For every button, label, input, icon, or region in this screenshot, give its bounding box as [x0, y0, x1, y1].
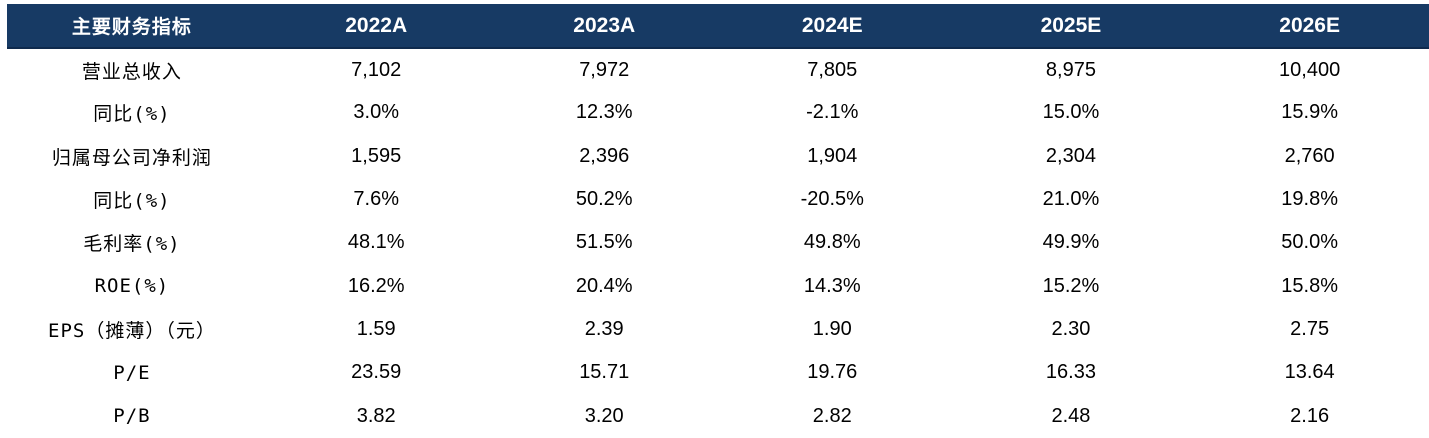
table-cell: 7.6% [353, 188, 399, 211]
row-label-eps: EPS（摊薄）（元） [48, 319, 216, 342]
table-cell: 15.0% [1042, 101, 1100, 124]
table-cell: 1,904 [807, 144, 858, 167]
table-cell: 2,304 [1045, 144, 1096, 167]
table-cell: 1,595 [351, 144, 402, 167]
table-row: 同比(%) 7.6% 50.2% -20.5% 21.0% 19.8% [7, 178, 1429, 221]
table-row: P/E 23.59 15.71 19.76 16.33 13.64 [7, 351, 1429, 394]
table-cell: 48.1% [347, 231, 405, 254]
financial-indicators-table: 主要财务指标 2022A 2023A 2024E 2025E 2026E 营业总… [7, 4, 1429, 438]
row-label-net-profit: 归属母公司净利润 [51, 146, 212, 169]
table-cell: 15.8% [1281, 274, 1338, 297]
table-cell: 3.0% [353, 101, 399, 124]
table-cell: 20.4% [575, 274, 633, 297]
table-header-row: 主要财务指标 2022A 2023A 2024E 2025E 2026E [7, 4, 1429, 49]
table-cell: 16.2% [347, 274, 405, 297]
table-cell: 15.71 [579, 361, 630, 384]
table-cell: 2.75 [1290, 317, 1330, 340]
header-indicator-label: 主要财务指标 [7, 4, 257, 49]
table-cell: 2.48 [1051, 404, 1091, 427]
table-cell: 8,975 [1045, 58, 1096, 81]
table-row: 毛利率(%) 48.1% 51.5% 49.8% 49.9% 50.0% [7, 221, 1429, 264]
table-cell: 2.82 [812, 404, 852, 427]
table-cell: 23.59 [351, 361, 402, 384]
table-cell: 3.20 [584, 404, 624, 427]
row-label-roe: ROE(%) [94, 275, 170, 298]
table-cell: 19.8% [1281, 188, 1338, 211]
table-cell: -20.5% [800, 188, 864, 211]
table-cell: 50.2% [575, 188, 633, 211]
table-cell: 7,972 [579, 58, 630, 81]
header-year-2023a: 2023A [495, 4, 713, 49]
table-cell: 15.2% [1042, 274, 1100, 297]
table-cell: 2.16 [1290, 404, 1330, 427]
table-cell: 51.5% [575, 231, 633, 254]
table-cell: 12.3% [575, 101, 633, 124]
table-cell: 10,400 [1279, 58, 1341, 81]
row-label-gross-margin: 毛利率(%) [83, 233, 181, 256]
row-label-pe: P/E [113, 361, 151, 384]
header-year-2024e: 2024E [712, 4, 952, 49]
table-cell: 13.64 [1284, 361, 1335, 384]
row-label-pb: P/B [113, 405, 151, 428]
table-cell: 1.59 [356, 317, 396, 340]
header-year-2025e: 2025E [951, 4, 1191, 49]
row-label-net-profit-yoy: 同比(%) [93, 190, 171, 213]
table-cell: 2,760 [1284, 144, 1335, 167]
table-cell: 15.9% [1281, 101, 1338, 124]
table-cell: 3.82 [356, 404, 396, 427]
table-cell: 2,396 [579, 144, 630, 167]
row-label-revenue-yoy: 同比(%) [93, 103, 171, 126]
table-cell: 49.8% [803, 231, 861, 254]
table-row: P/B 3.82 3.20 2.82 2.48 2.16 [7, 394, 1429, 437]
header-year-2026e: 2026E [1190, 4, 1429, 49]
table-cell: 14.3% [803, 274, 861, 297]
table-cell: 19.76 [807, 361, 858, 384]
table-cell: 50.0% [1281, 231, 1338, 254]
table-row: ROE(%) 16.2% 20.4% 14.3% 15.2% 15.8% [7, 264, 1429, 307]
row-label-total-revenue: 营业总收入 [81, 60, 182, 83]
table-cell: 7,102 [351, 58, 402, 81]
table-row: 同比(%) 3.0% 12.3% -2.1% 15.0% 15.9% [7, 91, 1429, 134]
header-year-2022a: 2022A [256, 4, 496, 49]
table-row: 归属母公司净利润 1,595 2,396 1,904 2,304 2,760 [7, 135, 1429, 178]
table-cell: 21.0% [1042, 188, 1100, 211]
table-cell: 7,805 [807, 58, 858, 81]
table-cell: 2.30 [1051, 317, 1091, 340]
table-cell: -2.1% [806, 101, 859, 124]
table-cell: 16.33 [1045, 361, 1096, 384]
table-row: 营业总收入 7,102 7,972 7,805 8,975 10,400 [7, 48, 1429, 91]
table-cell: 2.39 [584, 317, 624, 340]
table-cell: 1.90 [812, 317, 852, 340]
table-cell: 49.9% [1042, 231, 1100, 254]
table-row: EPS（摊薄）（元） 1.59 2.39 1.90 2.30 2.75 [7, 308, 1429, 351]
